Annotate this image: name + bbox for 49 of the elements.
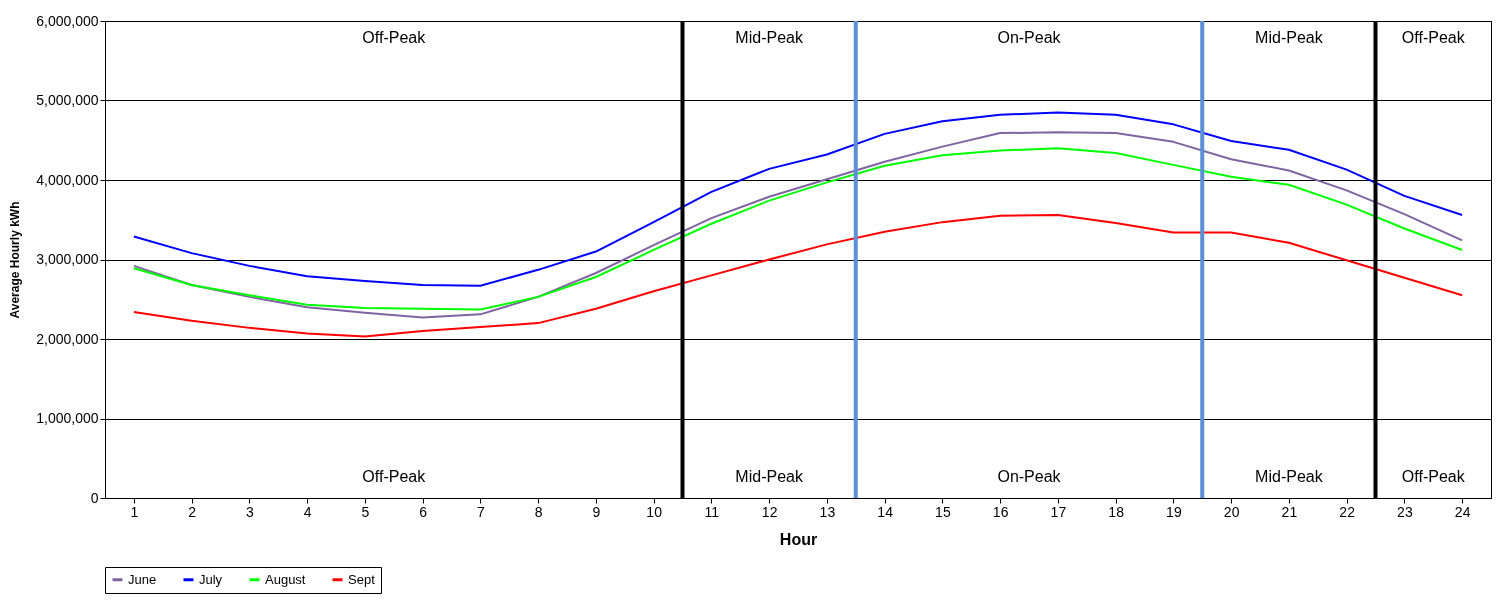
- legend-label: August: [265, 571, 306, 587]
- annotation: On-Peak: [997, 467, 1062, 485]
- y-tick-label: 2,000,000: [36, 330, 99, 347]
- annotation: On-Peak: [997, 28, 1062, 46]
- x-tick-label: 11: [704, 503, 720, 520]
- x-tick-label: 2: [188, 503, 197, 520]
- x-tick-label: 17: [1050, 503, 1067, 520]
- x-tick-label: 4: [303, 503, 312, 520]
- annotation: Mid-Peak: [735, 467, 804, 485]
- y-tick-label: 6,000,000: [36, 12, 99, 29]
- annotation: Off-Peak: [362, 467, 427, 485]
- x-tick-label: 9: [592, 503, 601, 520]
- y-tick-label: 3,000,000: [36, 251, 99, 267]
- x-tick-label: 19: [1166, 503, 1182, 520]
- y-tick-label: 5,000,000: [36, 92, 99, 108]
- legend-label: June: [128, 571, 157, 587]
- line-series: [132, 111, 1464, 287]
- line-series: [132, 213, 1464, 338]
- x-tick-label: 7: [476, 503, 485, 520]
- x-tick-label: 13: [819, 503, 836, 520]
- x-tick-label: 10: [646, 503, 663, 520]
- x-axis-title: Hour: [779, 530, 818, 548]
- x-tick-label: 8: [534, 503, 543, 520]
- y-tick-label: 1,000,000: [36, 410, 99, 426]
- x-tick-label: 22: [1339, 503, 1356, 520]
- x-tick-label: 18: [1108, 503, 1125, 520]
- annotation: Mid-Peak: [1255, 467, 1324, 485]
- x-tick-label: 14: [877, 503, 894, 520]
- annotation: Off-Peak: [1401, 28, 1466, 46]
- x-tick-label: 24: [1454, 503, 1471, 520]
- x-tick-label: 16: [992, 503, 1009, 520]
- annotation: Mid-Peak: [1255, 28, 1324, 46]
- x-tick-label: 20: [1223, 503, 1240, 520]
- x-tick-label: 21: [1281, 503, 1298, 520]
- x-tick-label: 1: [130, 503, 139, 520]
- x-tick-label: 12: [761, 503, 778, 520]
- x-tick-label: 15: [935, 503, 951, 520]
- x-tick-label: 6: [419, 503, 428, 520]
- annotation: Off-Peak: [1401, 467, 1466, 485]
- legend-label: Sept: [348, 571, 376, 587]
- y-axis-title: Average Hourly kWh: [8, 201, 23, 319]
- x-tick-label: 3: [245, 503, 254, 520]
- annotation: Mid-Peak: [735, 28, 804, 46]
- y-tick-label: 0: [90, 489, 99, 506]
- x-tick-label: 5: [361, 503, 370, 520]
- annotation: Off-Peak: [362, 28, 427, 46]
- legend-label: July: [199, 571, 223, 587]
- y-tick-label: 4,000,000: [36, 171, 99, 188]
- x-tick-label: 23: [1397, 503, 1413, 520]
